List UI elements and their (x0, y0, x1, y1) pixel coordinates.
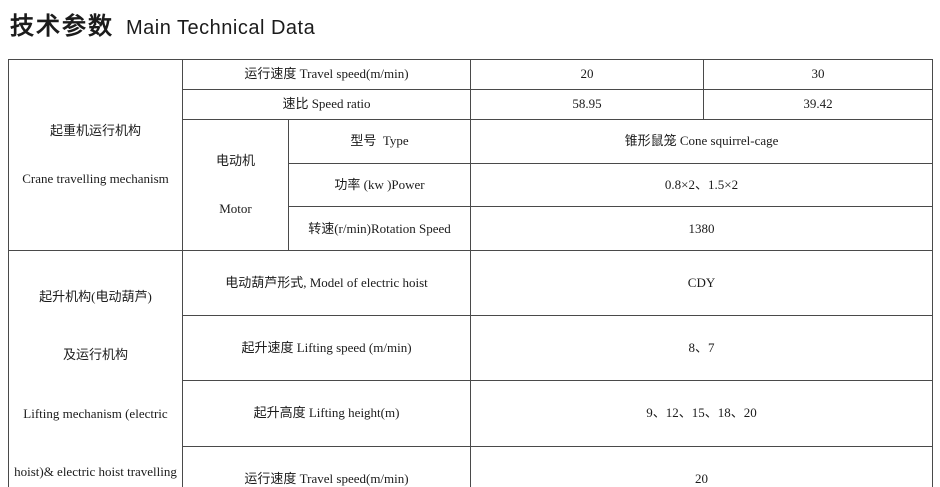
cell-motor-group: 电动机 Motor (182, 119, 289, 251)
cell-hoist-group: 起升机构(电动葫芦) 及运行机构 Lifting mechanism (elec… (8, 250, 183, 487)
row-motor-type: 电动机 Motor 型号 Type 锥形鼠笼 Cone squirrel-cag… (9, 119, 934, 251)
cell-lifting-speed-value: 8、7 (470, 315, 934, 382)
hoist-group-line4: hoist)& electric hoist travelling (14, 464, 177, 479)
crane-group-zh: 起重机运行机构 (49, 122, 141, 138)
cell-lifting-height-label: 起升高度 Lifting height(m) (181, 380, 472, 447)
hoist-group-line1: 起升机构(电动葫芦) (39, 288, 152, 304)
cell-motor-type-value: 锥形鼠笼 Cone squirrel-cage (470, 119, 934, 164)
cell-hoist-travel-speed-value: 20 (470, 445, 934, 487)
cell-speed-ratio-label: 速比 Speed ratio (181, 89, 472, 120)
cell-hoist-travel-speed-label: 运行速度 Travel speed(m/min) (181, 445, 472, 487)
row-hoist-travel-speed: 运行速度 Travel speed(m/min) 20 (9, 445, 934, 487)
cell-motor-power-label: 功率 (kw )Power (287, 162, 472, 208)
cell-motor-rotation-label: 转速(r/min)Rotation Speed (287, 206, 472, 251)
motor-group-zh: 电动机 (215, 152, 255, 168)
cell-hoist-model-value: CDY (470, 249, 934, 317)
cell-travel-speed-label: 运行速度 Travel speed(m/min) (181, 59, 472, 90)
cell-motor-type-label: 型号 Type (287, 119, 472, 164)
cell-motor-rotation-value: 1380 (470, 206, 934, 251)
cell-lifting-height-value: 9、12、15、18、20 (470, 380, 934, 447)
cell-speed-ratio-value-2: 39.42 (703, 89, 934, 120)
cell-lifting-speed-label: 起升速度 Lifting speed (m/min) (181, 315, 472, 382)
row-hoist-model: 起升机构(电动葫芦) 及运行机构 Lifting mechanism (elec… (8, 249, 934, 487)
cell-motor-power-value: 0.8×2、1.5×2 (470, 162, 934, 208)
motor-group-en: Motor (219, 201, 252, 217)
cell-travel-speed-value-1: 20 (470, 59, 705, 90)
row-lifting-height: 起升高度 Lifting height(m) 9、12、15、18、20 (9, 380, 934, 447)
row-travel-speed: 起重机运行机构 Crane travelling mechanism 运行速度 … (8, 59, 934, 251)
page-title-zh: 技术参数 (10, 13, 114, 40)
hoist-group-line3: Lifting mechanism (electric (23, 405, 168, 421)
cell-crane-group: 起重机运行机构 Crane travelling mechanism (8, 59, 183, 251)
cell-hoist-model-label: 电动葫芦形式, Model of electric hoist (181, 249, 472, 317)
cell-speed-ratio-value-1: 58.95 (470, 89, 705, 120)
row-lifting-speed: 起升速度 Lifting speed (m/min) 8、7 (9, 315, 934, 382)
page-title: 技术参数 Main Technical Data (10, 6, 940, 41)
hoist-group-line2: 及运行机构 (62, 347, 128, 362)
cell-travel-speed-value-2: 30 (703, 59, 934, 90)
crane-group-en: Crane travelling mechanism (22, 171, 169, 187)
row-motor-rotation: 转速(r/min)Rotation Speed 1380 (9, 206, 934, 251)
row-speed-ratio: 速比 Speed ratio 58.95 39.42 (9, 89, 934, 120)
technical-data-table: 起重机运行机构 Crane travelling mechanism 运行速度 … (8, 59, 934, 487)
page-title-en: Main Technical Data (126, 17, 316, 39)
